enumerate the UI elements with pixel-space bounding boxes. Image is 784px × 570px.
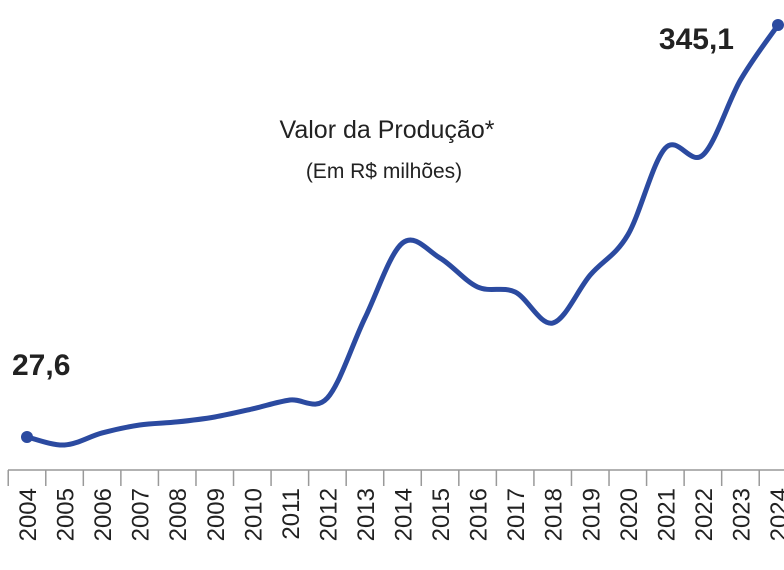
x-tick-label: 2024 [766, 488, 784, 541]
data-label: 27,6 [12, 349, 70, 382]
x-tick-label: 2013 [353, 488, 380, 541]
x-tick-label: 2018 [541, 488, 568, 541]
x-tick-label: 2010 [240, 488, 267, 541]
x-tick-label: 2020 [616, 488, 643, 541]
x-tick-label: 2008 [165, 488, 192, 541]
chart-subtitle: (Em R$ milhões) [306, 160, 462, 183]
point [21, 430, 33, 443]
x-tick-label: 2016 [466, 488, 493, 541]
x-tick-label: 2014 [391, 488, 418, 541]
point [772, 19, 784, 32]
x-tick-label: 2007 [128, 488, 155, 541]
x-tick-label: 2009 [203, 488, 230, 541]
data-label: 345,1 [659, 23, 734, 56]
x-tick-label: 2021 [653, 488, 680, 541]
x-tick-label: 2012 [315, 488, 342, 541]
x-tick-label: 2015 [428, 488, 455, 541]
x-tick-label: 2023 [728, 488, 755, 541]
x-tick-label: 2022 [691, 488, 718, 541]
x-tick-label: 2019 [578, 488, 605, 541]
x-tick-label: 2006 [90, 488, 117, 541]
x-tick-label: 2005 [53, 488, 80, 541]
x-tick-label: 2004 [15, 488, 42, 541]
chart-title: Valor da Produção* [280, 116, 495, 144]
x-tick-label: 2017 [503, 488, 530, 541]
line [24, 22, 781, 448]
x-tick-label: 2011 [278, 488, 305, 540]
